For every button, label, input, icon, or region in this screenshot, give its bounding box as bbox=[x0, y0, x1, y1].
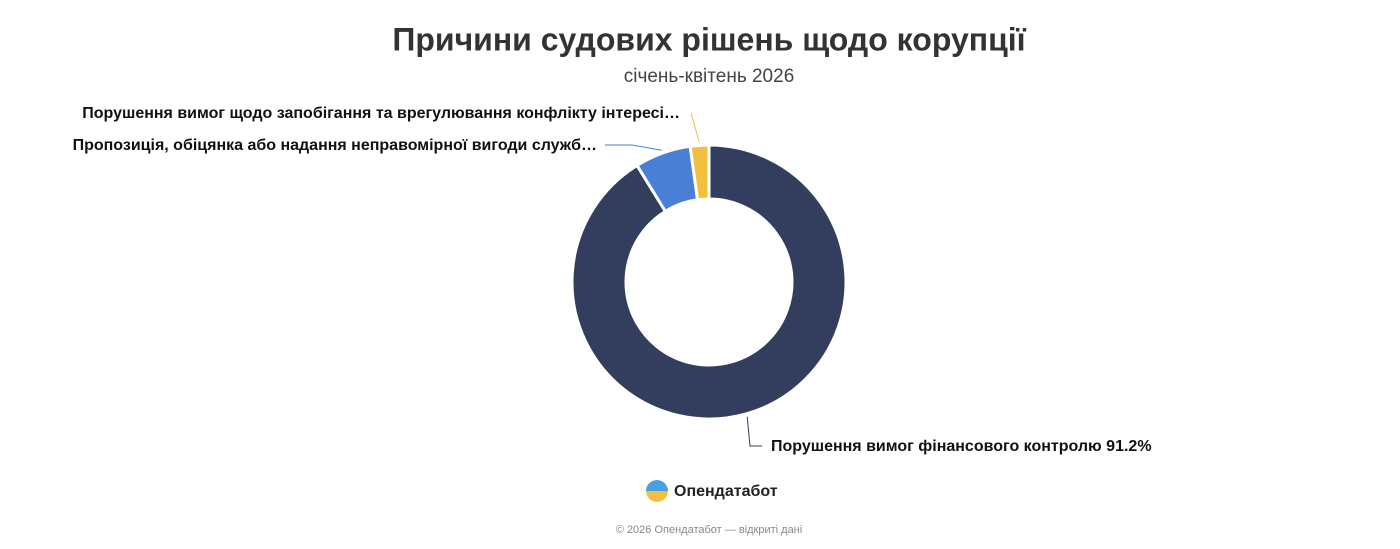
slice-name: Порушення вимог фінансового контролю bbox=[771, 438, 1102, 455]
copyright: © 2026 Опендатабот — відкриті дані bbox=[616, 524, 802, 536]
logo-icon bbox=[646, 480, 668, 502]
chart-subtitle: січень-квітень 2026 bbox=[624, 66, 795, 87]
leader-line bbox=[746, 416, 762, 447]
value-label: 91.2% bbox=[1106, 438, 1151, 455]
leader-line bbox=[690, 112, 700, 143]
logo: Опендатабот bbox=[646, 480, 778, 502]
brand: Опендатабот bbox=[674, 483, 778, 500]
slice-label: Пропозиція, обіцянка або надання неправо… bbox=[73, 137, 597, 154]
donut-slice bbox=[570, 143, 848, 421]
slice-name: Порушення вимог щодо запобігання та врег… bbox=[82, 105, 680, 122]
slice-name: Пропозиція, обіцянка або надання неправо… bbox=[73, 137, 597, 154]
slice-label: Порушення вимог щодо запобігання та врег… bbox=[82, 105, 680, 122]
leader-line bbox=[605, 144, 662, 151]
donut-slice bbox=[688, 143, 711, 202]
slice-label: Порушення вимог фінансового контролю 91.… bbox=[771, 438, 1152, 455]
chart-title: Причини судових рішень щодо корупції bbox=[392, 21, 1026, 57]
